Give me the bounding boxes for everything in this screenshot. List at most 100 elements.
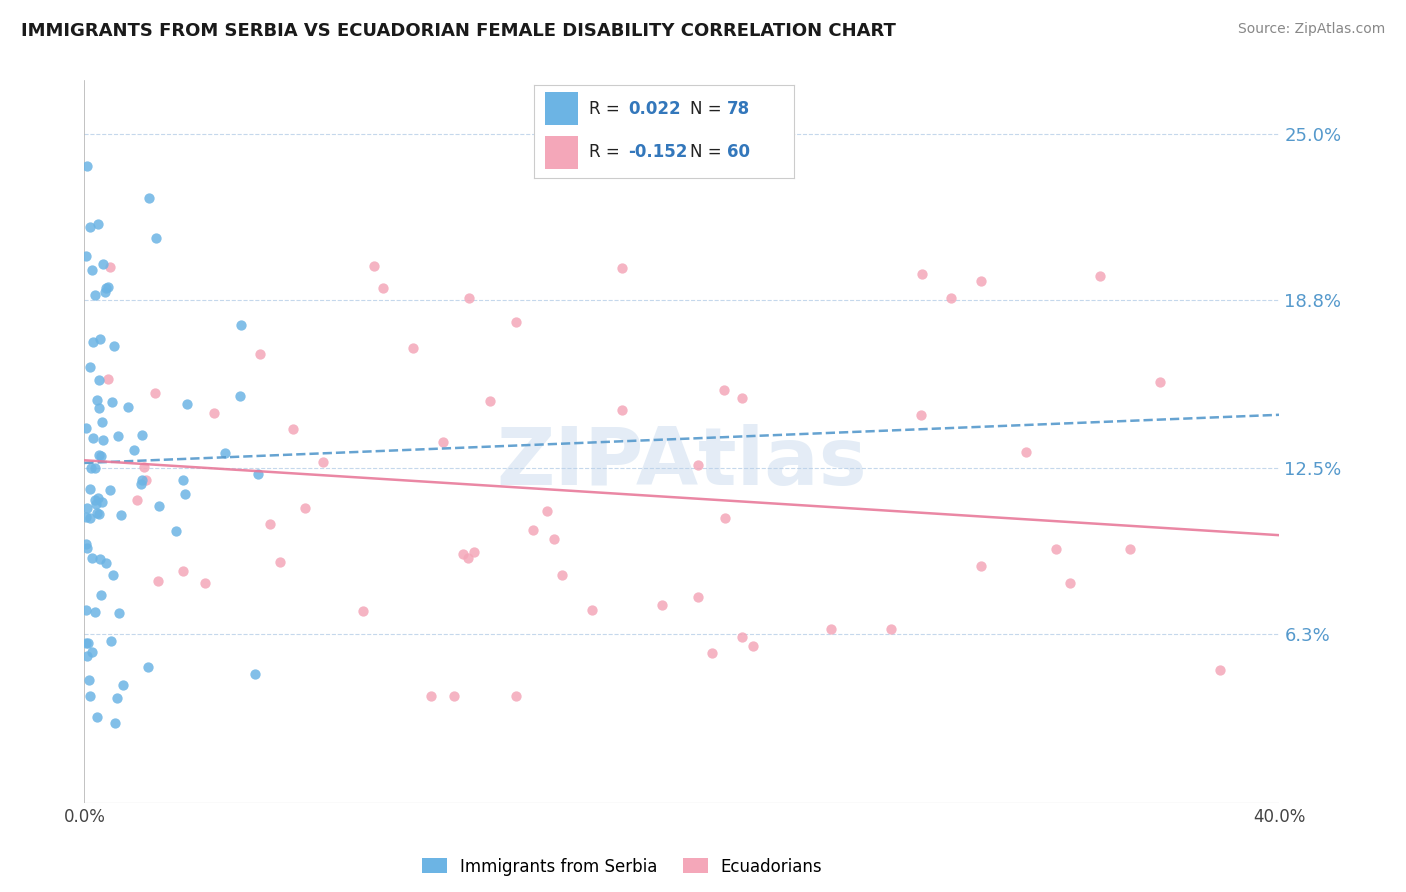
Point — [122, 442, 145, 457]
Point — [713, 383, 735, 397]
Point — [463, 545, 485, 559]
Point — [165, 524, 187, 539]
Point — [742, 640, 765, 654]
Text: ZIPAtlas: ZIPAtlas — [496, 425, 868, 502]
Point — [100, 634, 122, 648]
Point — [75, 603, 97, 617]
Point — [148, 499, 170, 513]
Point — [373, 281, 395, 295]
Point — [82, 431, 104, 445]
Point — [75, 249, 97, 263]
Point — [91, 495, 114, 509]
Point — [713, 511, 735, 525]
Text: N =: N = — [690, 143, 727, 161]
Point — [731, 392, 754, 406]
Point — [131, 473, 153, 487]
Point — [505, 315, 527, 329]
Point — [457, 551, 479, 566]
Point — [134, 459, 156, 474]
Point — [702, 646, 724, 660]
Point — [138, 660, 160, 674]
Point — [87, 491, 110, 505]
Point — [91, 257, 114, 271]
Point — [98, 483, 121, 497]
Point — [688, 458, 710, 472]
Point — [86, 710, 108, 724]
Point — [363, 260, 385, 274]
Point — [100, 394, 122, 409]
Point — [84, 461, 107, 475]
Point — [551, 567, 574, 582]
Point — [97, 372, 120, 386]
Point — [131, 428, 153, 442]
Point — [87, 508, 110, 522]
Point — [91, 415, 114, 429]
Point — [172, 565, 194, 579]
Point — [89, 448, 111, 462]
Point — [86, 392, 108, 407]
Point — [110, 508, 132, 522]
Point — [651, 598, 673, 612]
Point — [458, 291, 481, 305]
Text: IMMIGRANTS FROM SERBIA VS ECUADORIAN FEMALE DISABILITY CORRELATION CHART: IMMIGRANTS FROM SERBIA VS ECUADORIAN FEM… — [21, 22, 896, 40]
Point — [479, 394, 502, 409]
Point — [1119, 541, 1142, 556]
Point — [939, 291, 962, 305]
Point — [90, 588, 112, 602]
FancyBboxPatch shape — [544, 136, 578, 169]
Point — [686, 590, 709, 604]
Point — [86, 217, 108, 231]
Legend: Immigrants from Serbia, Ecuadorians: Immigrants from Serbia, Ecuadorians — [415, 851, 830, 882]
Point — [536, 504, 558, 518]
Point — [84, 492, 107, 507]
Point — [269, 555, 291, 569]
Point — [522, 524, 544, 538]
Text: R =: R = — [589, 143, 624, 161]
Point — [143, 386, 166, 401]
Point — [79, 461, 101, 475]
Text: 0.022: 0.022 — [628, 100, 681, 118]
FancyBboxPatch shape — [544, 92, 578, 125]
Point — [75, 636, 97, 650]
Point — [312, 455, 335, 469]
Point — [352, 604, 374, 618]
Point — [83, 288, 105, 302]
Point — [731, 630, 754, 644]
Point — [245, 667, 267, 681]
Point — [543, 532, 565, 546]
Point — [125, 492, 148, 507]
Point — [86, 506, 108, 520]
Text: -0.152: -0.152 — [628, 143, 688, 161]
Point — [402, 341, 425, 355]
Point — [970, 274, 993, 288]
Point — [612, 403, 634, 417]
Point — [247, 467, 270, 481]
Point — [105, 690, 128, 705]
Point — [90, 449, 112, 463]
Point — [145, 231, 167, 245]
Point — [202, 406, 225, 420]
Point — [117, 401, 139, 415]
Point — [135, 473, 157, 487]
Point — [911, 267, 934, 281]
Point — [1149, 376, 1171, 390]
Point — [93, 285, 115, 300]
Point — [148, 574, 170, 588]
Point — [75, 421, 97, 435]
Point — [1045, 541, 1067, 556]
Point — [1015, 445, 1038, 459]
Point — [89, 332, 111, 346]
Point — [79, 511, 101, 525]
Point — [76, 636, 98, 650]
Point — [419, 689, 441, 703]
Text: N =: N = — [690, 100, 727, 118]
Text: R =: R = — [589, 100, 624, 118]
Point — [76, 541, 98, 555]
Point — [87, 373, 110, 387]
Point — [129, 477, 152, 491]
Point — [880, 622, 903, 636]
Point — [453, 547, 475, 561]
Point — [173, 487, 195, 501]
Text: Source: ZipAtlas.com: Source: ZipAtlas.com — [1237, 22, 1385, 37]
Point — [76, 648, 98, 663]
